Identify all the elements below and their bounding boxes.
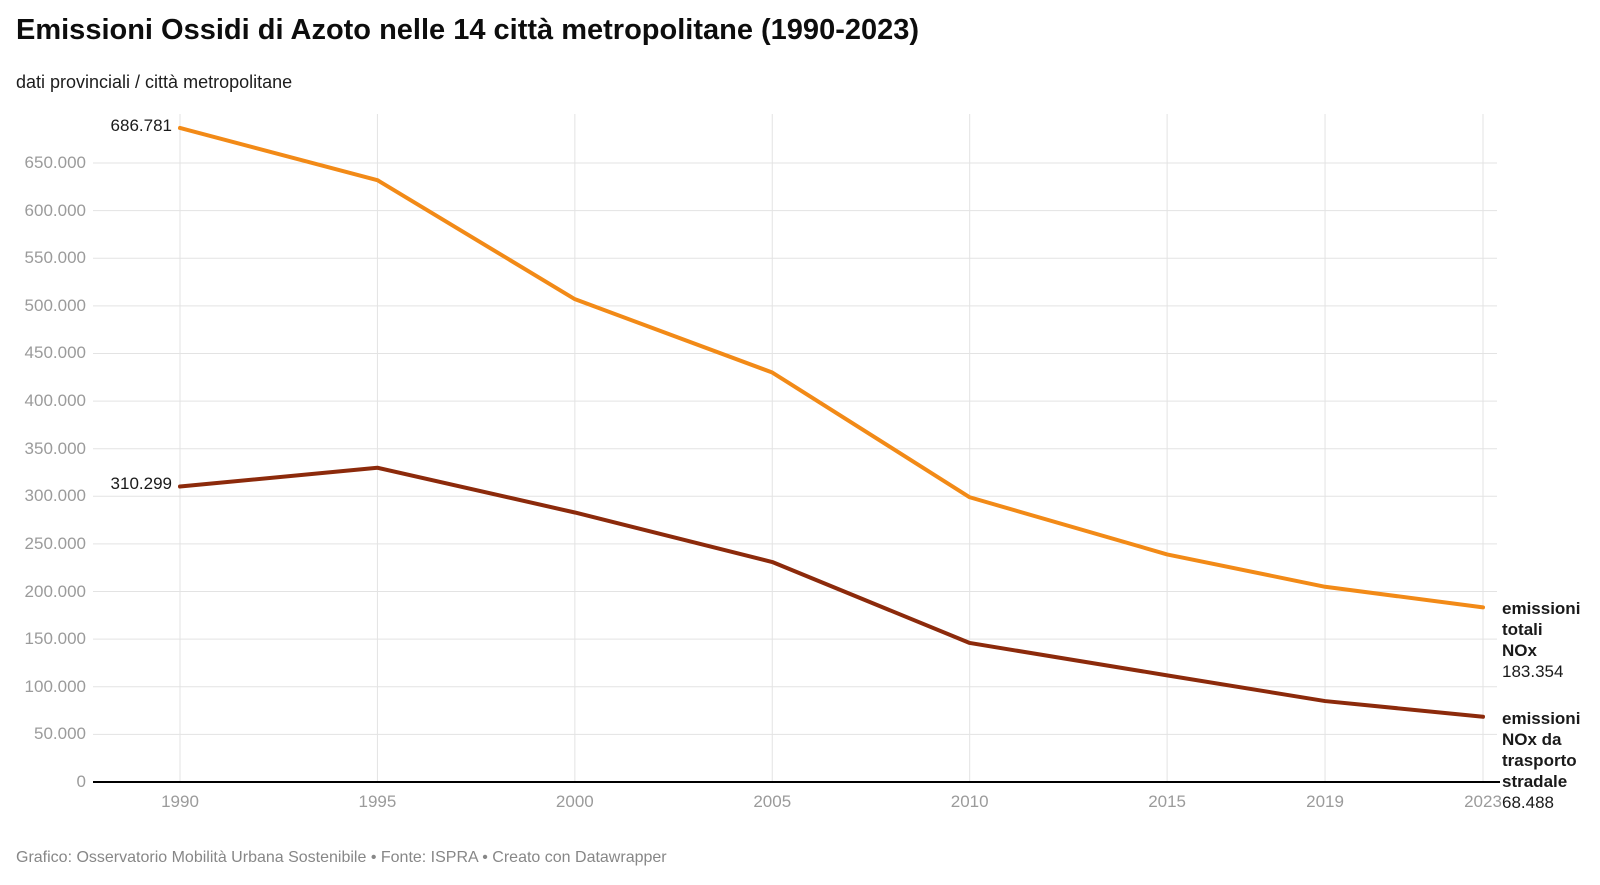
end-value-label-emissioni-nox-da-trasporto-stradale: 68.488 bbox=[1502, 792, 1554, 812]
chart-footer-credit: Grafico: Osservatorio Mobilità Urbana So… bbox=[16, 849, 667, 866]
y-tick-label: 150.000 bbox=[24, 629, 86, 649]
y-tick-label: 450.000 bbox=[24, 343, 86, 363]
y-tick-label: 650.000 bbox=[24, 153, 86, 172]
end-value-label-emissioni-totali-nox: 183.354 bbox=[1502, 662, 1564, 682]
y-tick-label: 300.000 bbox=[24, 486, 86, 506]
series-name-line: stradale bbox=[1502, 771, 1568, 791]
x-tick-label: 1990 bbox=[161, 792, 199, 811]
series-name-line: trasporto bbox=[1502, 750, 1577, 770]
start-value-label-emissioni-nox-da-trasporto-stradale: 310.299 bbox=[110, 474, 172, 494]
x-tick-label: 2015 bbox=[1148, 792, 1187, 811]
series-line-emissioni-totali-nox[interactable] bbox=[178, 125, 1485, 610]
series-name-line: NOx bbox=[1502, 641, 1537, 661]
x-tick-label: 2005 bbox=[753, 792, 792, 811]
x-tick-label: 2010 bbox=[950, 792, 989, 811]
series-name-line: emissioni bbox=[1502, 599, 1581, 619]
x-tick-label: 2023 bbox=[1464, 792, 1502, 811]
x-tick-label: 1995 bbox=[358, 792, 397, 811]
series-name-line: emissioni bbox=[1502, 708, 1581, 728]
y-tick-label: 50.000 bbox=[34, 724, 86, 744]
y-tick-label: 500.000 bbox=[24, 295, 86, 315]
x-tick-label: 2019 bbox=[1306, 792, 1344, 811]
series-name-line: totali bbox=[1502, 620, 1543, 640]
y-tick-label: 600.000 bbox=[24, 200, 86, 220]
series-line-emissioni-nox-da-trasporto-stradale[interactable] bbox=[178, 465, 1485, 719]
end-label-block-emissioni-totali-nox: emissioni totali NOx 183.354 bbox=[1502, 598, 1600, 682]
y-tick-label: 200.000 bbox=[24, 581, 86, 601]
y-tick-label: 350.000 bbox=[24, 438, 86, 458]
end-label-block-emissioni-nox-da-trasporto-stradale: emissioni NOx da trasporto stradale 68.488 bbox=[1502, 708, 1600, 813]
y-tick-label: 100.000 bbox=[24, 676, 86, 696]
y-tick-label: 0 bbox=[76, 772, 86, 791]
x-tick-label: 2000 bbox=[555, 792, 594, 811]
y-tick-label: 250.000 bbox=[24, 533, 86, 553]
y-tick-label: 400.000 bbox=[24, 391, 86, 411]
y-tick-label: 550.000 bbox=[24, 248, 86, 268]
chart-subtitle: dati provinciali / città metropolitane bbox=[16, 72, 293, 92]
series-name-line: NOx da bbox=[1502, 729, 1562, 749]
start-value-label-emissioni-totali-nox: 686.781 bbox=[110, 115, 172, 135]
chart-title: Emissioni Ossidi di Azoto nelle 14 città… bbox=[16, 14, 920, 46]
